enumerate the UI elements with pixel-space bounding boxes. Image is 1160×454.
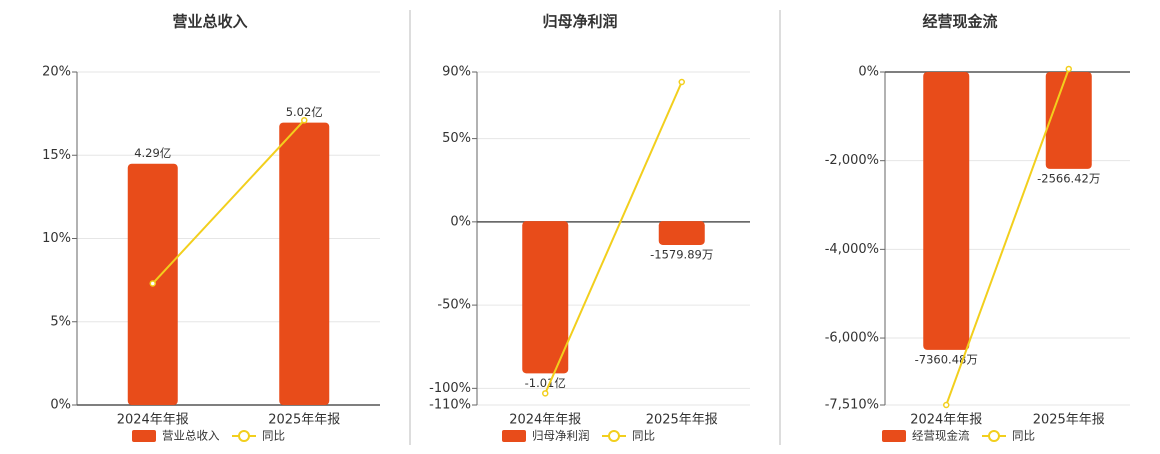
bar	[522, 221, 569, 374]
legend-label: 经营现金流	[912, 429, 970, 443]
y-tick-label: 15%	[42, 148, 71, 163]
value-label: -7360.48万	[915, 352, 978, 366]
y-tick-label: -100%	[429, 381, 471, 396]
y-tick-label: 0%	[50, 398, 71, 413]
legend-swatch	[502, 430, 526, 442]
bar	[279, 122, 330, 405]
chart-title: 营业总收入	[172, 13, 247, 31]
y-tick-label: -2,000%	[825, 153, 879, 168]
legend-label: 营业总收入	[162, 429, 220, 443]
x-tick-label: 2024年年报	[910, 413, 982, 428]
y-tick-label: 90%	[442, 65, 471, 80]
y-tick-label: -50%	[437, 298, 471, 313]
y-tick-label: -6,000%	[825, 331, 879, 346]
value-label: 5.02亿	[286, 105, 323, 119]
y-tick-label: 0%	[450, 214, 471, 229]
x-tick-label: 2024年年报	[117, 413, 189, 428]
line	[945, 68, 1070, 406]
chart-title: 经营现金流	[922, 13, 997, 31]
value-label: -1.01亿	[525, 376, 566, 390]
y-tick-label: -4,000%	[825, 242, 879, 257]
point	[149, 280, 156, 287]
x-tick-label: 2024年年报	[509, 413, 581, 428]
y-tick-label: -7,510%	[825, 398, 879, 413]
legend-label: 同比	[262, 429, 285, 443]
legend-swatch	[238, 430, 250, 442]
legend-label: 同比	[632, 429, 655, 443]
y-tick-label: -110%	[429, 398, 471, 413]
line	[544, 81, 683, 394]
bar	[658, 221, 705, 245]
point	[943, 401, 950, 409]
bar	[1045, 72, 1092, 169]
y-tick-label: 0%	[858, 65, 879, 80]
point	[678, 78, 685, 86]
line	[152, 119, 305, 285]
y-tick-label: 50%	[442, 131, 471, 146]
legend-swatch	[988, 430, 1000, 442]
point	[542, 390, 549, 397]
legend-swatch	[132, 430, 156, 442]
legend-label: 归母净利润	[532, 429, 590, 443]
legend-swatch	[608, 430, 620, 442]
x-tick-label: 2025年年报	[268, 413, 340, 428]
value-label: -1579.89万	[650, 247, 713, 261]
legend-label: 同比	[1012, 429, 1035, 443]
value-label: -2566.42万	[1037, 171, 1100, 185]
point	[1065, 65, 1072, 73]
chart-title: 归母净利润	[542, 13, 617, 31]
bar	[923, 72, 970, 350]
y-tick-label: 10%	[42, 231, 71, 246]
point	[301, 117, 308, 124]
x-tick-label: 2025年年报	[646, 413, 718, 428]
y-tick-label: 20%	[42, 65, 71, 80]
value-label: 4.29亿	[134, 146, 171, 160]
y-tick-label: 5%	[50, 314, 71, 329]
legend-swatch	[882, 430, 906, 442]
x-tick-label: 2025年年报	[1033, 413, 1105, 428]
